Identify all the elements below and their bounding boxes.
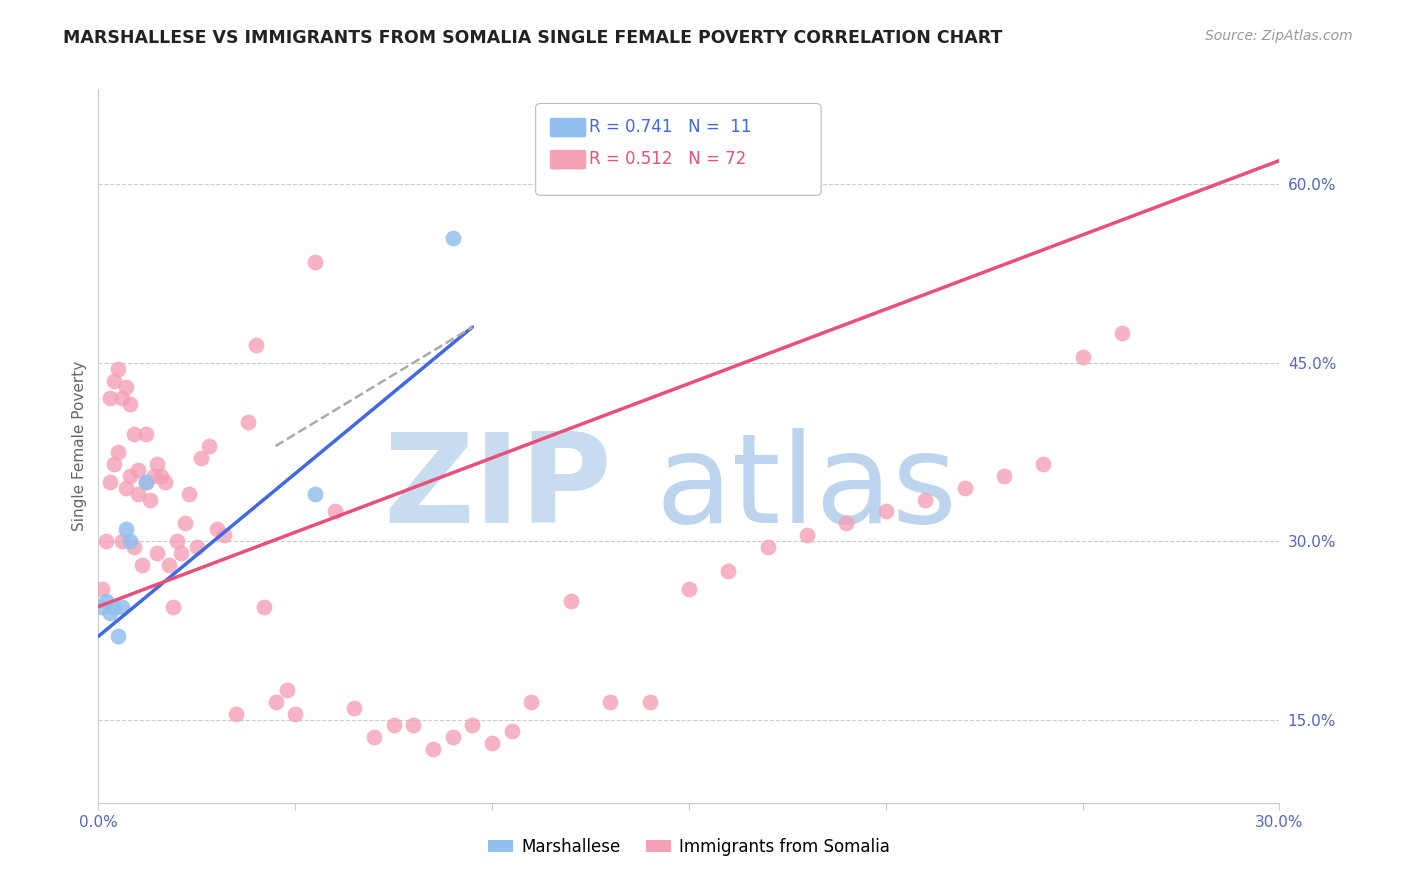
Point (441, 231, 464, 245)
Point (155, 475, 177, 489)
Text: Source: ZipAtlas.com: Source: ZipAtlas.com (1205, 29, 1353, 43)
Point (107, 629, 129, 643)
Point (402, 718, 425, 732)
Point (170, 546, 193, 560)
Point (245, 338, 267, 352)
Point (118, 468, 141, 483)
Point (107, 361, 129, 376)
Text: R = 0.741   N =  11: R = 0.741 N = 11 (589, 118, 752, 136)
Text: atlas: atlas (657, 428, 957, 549)
Point (122, 427, 145, 442)
Point (157, 558, 180, 572)
Point (115, 379, 138, 393)
Y-axis label: Single Female Poverty: Single Female Poverty (72, 361, 87, 531)
Point (135, 475, 157, 489)
Point (107, 445, 129, 459)
Point (875, 504, 897, 518)
Point (190, 450, 212, 465)
Point (520, 695, 543, 709)
Point (205, 522, 228, 536)
Point (481, 736, 503, 750)
Point (236, 415, 259, 429)
Point (953, 481, 976, 495)
Point (118, 397, 141, 411)
Point (150, 468, 173, 483)
Point (343, 700, 366, 714)
Legend: Marshallese, Immigrants from Somalia: Marshallese, Immigrants from Somalia (481, 831, 897, 863)
Point (103, 599, 125, 614)
Point (111, 534, 134, 549)
Point (284, 706, 307, 721)
Point (461, 718, 484, 732)
Point (142, 468, 165, 483)
Point (115, 522, 138, 536)
Point (162, 599, 184, 614)
Point (304, 486, 326, 500)
Point (1111, 326, 1133, 340)
Point (323, 504, 346, 518)
Point (146, 457, 169, 471)
Point (166, 534, 188, 549)
Point (115, 481, 138, 495)
Point (98, 392, 121, 406)
Point (253, 599, 276, 614)
Point (177, 486, 200, 500)
Point (717, 564, 740, 578)
Point (422, 742, 444, 756)
Point (197, 439, 219, 453)
Point (214, 528, 236, 542)
Point (501, 724, 523, 739)
Point (91, 599, 114, 614)
Point (599, 695, 621, 709)
Point (225, 706, 247, 721)
Point (1071, 350, 1094, 364)
Point (111, 392, 134, 406)
Point (98, 606, 121, 620)
Point (98, 475, 121, 489)
Point (993, 468, 1015, 483)
Point (111, 599, 134, 614)
Point (276, 682, 298, 697)
Point (796, 528, 818, 542)
Point (138, 492, 160, 507)
Point (146, 546, 169, 560)
Point (363, 731, 385, 745)
Point (118, 534, 141, 549)
Point (135, 475, 157, 489)
Point (96, 534, 118, 549)
Point (756, 540, 779, 554)
Point (174, 516, 197, 531)
Point (914, 492, 936, 507)
Point (304, 254, 326, 268)
Point (135, 427, 157, 442)
Text: R = 0.512   N = 72: R = 0.512 N = 72 (589, 150, 747, 168)
Point (441, 731, 464, 745)
Point (1032, 457, 1054, 471)
Point (835, 516, 858, 531)
Point (122, 540, 145, 554)
Point (103, 374, 125, 388)
Point (131, 558, 153, 572)
Text: ZIP: ZIP (384, 428, 612, 549)
Point (560, 593, 582, 607)
Point (127, 486, 149, 500)
Text: MARSHALLESE VS IMMIGRANTS FROM SOMALIA SINGLE FEMALE POVERTY CORRELATION CHART: MARSHALLESE VS IMMIGRANTS FROM SOMALIA S… (63, 29, 1002, 46)
Point (103, 457, 125, 471)
Point (127, 463, 149, 477)
Point (91, 582, 114, 596)
Point (186, 540, 208, 554)
Point (382, 718, 405, 732)
Point (96, 593, 118, 607)
Point (638, 695, 661, 709)
Point (678, 582, 700, 596)
Point (264, 695, 287, 709)
